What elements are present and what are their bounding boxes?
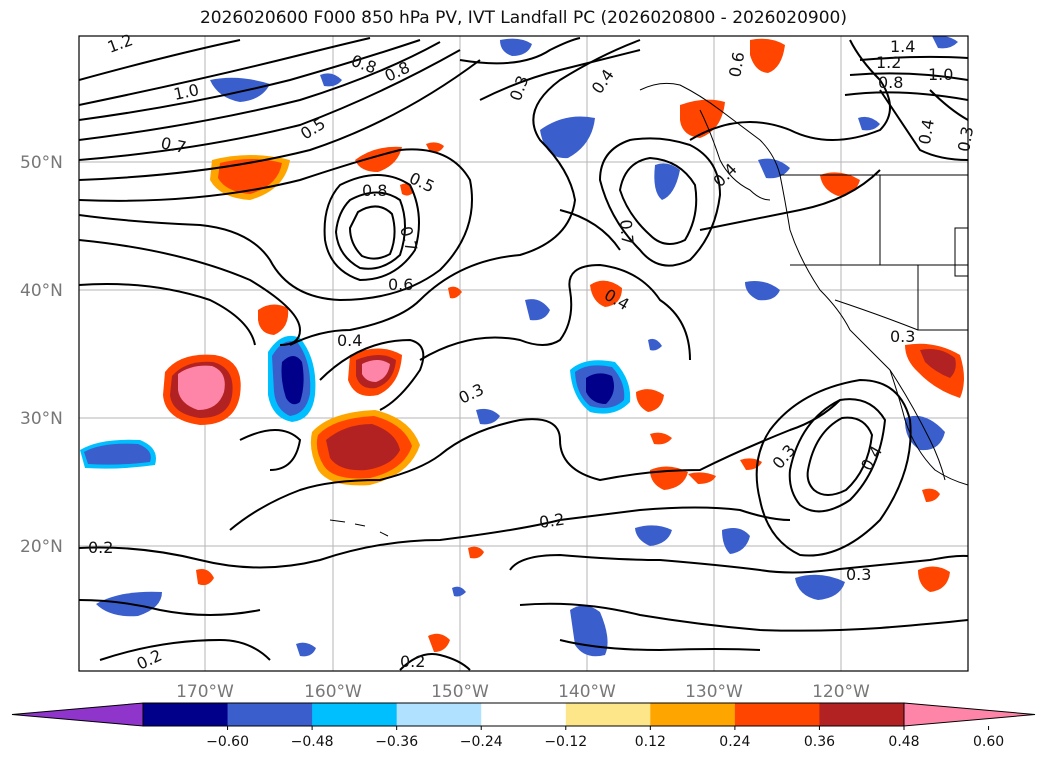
contour-label: 0.6	[388, 275, 413, 294]
lat-label: 40°N	[20, 281, 63, 301]
contour-line	[755, 378, 912, 557]
contour-line	[289, 39, 641, 346]
contour-line	[419, 263, 691, 361]
contour-line	[99, 638, 271, 661]
contour-line	[229, 399, 841, 531]
contour-line	[348, 205, 396, 260]
colorbar-swatch	[396, 703, 482, 726]
contour-line	[806, 416, 874, 496]
contour-label: 0.8	[878, 73, 903, 92]
contour-line	[844, 91, 968, 101]
contour-line	[689, 39, 891, 141]
contour-line	[509, 553, 968, 574]
contour-line	[79, 239, 302, 346]
contour-label: 1.0	[928, 65, 953, 84]
contour-line	[879, 89, 968, 161]
contour-line	[79, 283, 256, 346]
colorbar-tick-label: −0.24	[460, 734, 503, 750]
contour-label: 1.0	[172, 80, 201, 104]
colorbar-tick-label: −0.12	[544, 734, 587, 750]
colorbar-tick-label: 0.12	[635, 734, 666, 750]
colorbar-tick-label: −0.48	[291, 734, 334, 750]
contour-label: 0.7	[159, 133, 188, 157]
lon-label: 170°W	[176, 682, 234, 702]
colorbar-swatch	[312, 703, 398, 726]
contour-line	[618, 156, 698, 245]
contour-label: 0.7	[616, 219, 637, 246]
contour-line	[859, 55, 968, 61]
contour-line	[849, 72, 968, 81]
contour-line	[788, 398, 887, 513]
contour-line	[479, 49, 641, 101]
contour-line	[239, 429, 302, 471]
contour-label: 0.3	[954, 125, 977, 153]
coastline	[329, 82, 968, 537]
colorbar-tick-label: 0.48	[888, 734, 919, 750]
contour-line	[79, 506, 791, 569]
contour-line	[79, 49, 461, 161]
latitude-labels: 50°N 40°N 30°N 20°N	[20, 153, 63, 557]
contour-line	[929, 89, 968, 121]
contour-line	[459, 37, 581, 65]
colorbar-tick-label: 0.60	[973, 734, 1004, 750]
colorbar-swatch	[143, 703, 229, 726]
colorbar-tick-label: −0.36	[375, 734, 418, 750]
contour-label: 0.2	[538, 510, 566, 532]
colorbar-swatch	[227, 703, 313, 726]
contour-line	[598, 137, 722, 267]
colorbar-swatch	[734, 703, 820, 726]
contour-line	[79, 37, 371, 106]
pv-negative-anomaly	[80, 36, 958, 657]
pv-positive-anomaly	[163, 38, 964, 652]
lon-label: 130°W	[685, 682, 743, 702]
contour-label: 0.4	[337, 331, 362, 350]
contour-label: 0.2	[400, 652, 425, 671]
lon-label: 160°W	[304, 682, 362, 702]
contour-label: 0.3	[890, 327, 915, 346]
contour-label: 0.4	[915, 118, 938, 146]
contour-line	[79, 41, 441, 141]
lon-label: 140°W	[558, 682, 616, 702]
contour-line	[79, 599, 261, 616]
colorbar-tick-label: −0.60	[206, 734, 249, 750]
pv-shading	[80, 36, 964, 657]
contour-line	[319, 338, 425, 411]
contour-line	[79, 59, 481, 181]
colorbar-swatch	[565, 703, 651, 726]
contour-line	[79, 39, 241, 81]
contour-label: 0.2	[88, 538, 113, 557]
colorbar-swatch	[481, 703, 567, 726]
colorbar-swatch	[819, 703, 905, 726]
colorbar-swatch	[650, 703, 736, 726]
contour-label: 1.2	[876, 53, 901, 72]
contour-label: 0.3	[846, 565, 871, 584]
colorbar-extend-min	[11, 702, 144, 727]
lon-label: 150°W	[431, 682, 489, 702]
contour-label: 0.8	[362, 181, 387, 200]
lat-label: 50°N	[20, 153, 63, 173]
colorbar-tick-label: 0.24	[719, 734, 750, 750]
contour-line	[323, 174, 420, 282]
contour-line	[79, 39, 421, 121]
lat-label: 20°N	[20, 537, 63, 557]
colorbar-outline	[142, 702, 905, 727]
map-title: 2026020600 F000 850 hPa PV, IVT Landfall…	[199, 8, 847, 28]
colorbar-extend-max	[903, 702, 1036, 727]
contour-line	[79, 148, 473, 302]
contour-line	[699, 169, 881, 231]
contour-line	[519, 602, 968, 632]
longitude-labels: 170°W 160°W 150°W 140°W 130°W 120°W	[176, 682, 870, 702]
contour-line	[399, 653, 471, 671]
colorbar-tick-label: 0.36	[804, 734, 835, 750]
lon-label: 120°W	[812, 682, 870, 702]
ivt-contours	[79, 37, 968, 671]
contour-line	[334, 191, 406, 270]
contour-line	[559, 209, 621, 251]
contour-line	[559, 639, 761, 652]
lat-label: 30°N	[20, 409, 63, 429]
contour-label: 1.4	[890, 37, 915, 56]
contour-label: 0.6	[725, 50, 748, 78]
colorbar: −0.60 −0.48 −0.36 −0.24 −0.12 0.12 0.24 0.36 0.4…	[11, 702, 1036, 750]
